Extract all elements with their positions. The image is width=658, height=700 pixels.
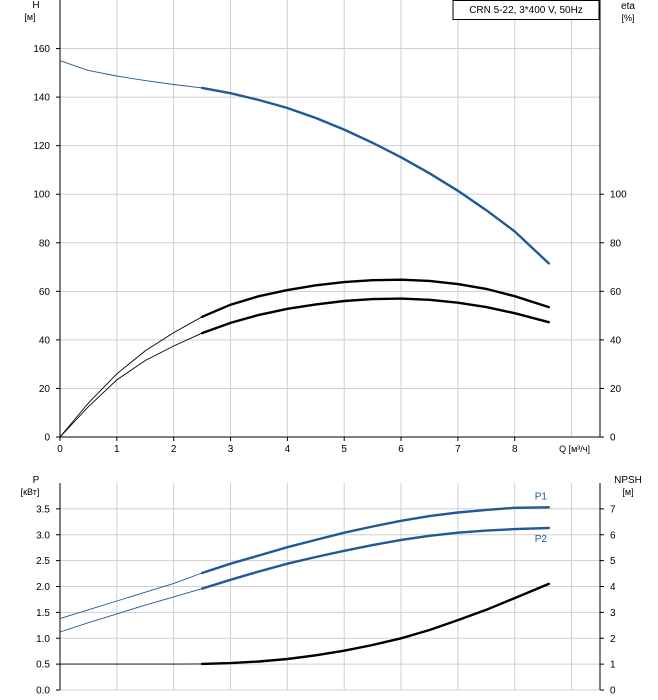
legend-text: CRN 5-22, 3*400 V, 50Hz [469,5,583,16]
y-tick-left: 0.0 [36,686,50,697]
series-2-thin [59,298,549,438]
y-unit-left: [м] [24,12,35,22]
series-1-thin [59,279,549,438]
y-tick-left: 0.5 [36,660,50,671]
x-tick: 0 [57,444,63,455]
x-tick: 2 [171,444,177,455]
y-tick-left: 0 [44,433,50,444]
series-0-thick [200,506,550,575]
y-tick-right: 40 [610,335,622,346]
y-unit-left: [кВт] [21,487,40,497]
y-tick-left: 100 [33,190,50,201]
y-tick-left: 140 [33,93,50,104]
y-label-left: P [33,475,40,486]
y-label-right: eta [621,1,635,12]
x-tick: 8 [512,444,518,455]
series-2-thick [200,582,550,666]
x-tick: 1 [114,444,120,455]
y-label-left: H [32,0,39,11]
series-0-thin [59,60,550,264]
y-label-right: NPSH [614,475,642,486]
y-tick-right: 6 [610,530,616,541]
x-tick: 4 [285,444,291,455]
series-1-thick [200,526,550,590]
y-tick-left: 1.5 [36,608,50,619]
series-label-p2: P2 [535,534,548,545]
x-tick: 6 [398,444,404,455]
y-tick-left: 3.0 [36,530,50,541]
x-tick: 3 [228,444,234,455]
y-unit-right: [%] [621,13,634,23]
panel-2 [56,483,604,691]
y-unit-right: [м] [622,487,633,497]
legend-box [452,0,600,20]
y-tick-left: 120 [33,141,50,152]
y-tick-right: 0 [610,686,616,697]
y-tick-left: 20 [39,384,51,395]
y-tick-right: 100 [610,190,627,201]
panel-1 [56,0,604,441]
series-0-thin [59,506,549,620]
y-tick-right: 2 [610,634,616,645]
series-2-thick [200,297,550,335]
y-tick-left: 80 [39,238,51,249]
y-tick-left: 2.5 [36,556,50,567]
y-tick-right: 7 [610,504,616,515]
y-tick-right: 3 [610,608,616,619]
y-tick-right: 1 [610,660,616,671]
y-tick-left: 2.0 [36,582,50,593]
y-tick-left: 60 [39,287,51,298]
y-tick-right: 5 [610,556,616,567]
y-tick-left: 1.0 [36,634,50,645]
y-tick-left: 3.5 [36,504,50,515]
series-label-p1: P1 [535,491,548,502]
x-tick: 5 [341,444,347,455]
y-tick-right: 20 [610,384,622,395]
y-tick-right: 4 [610,582,616,593]
y-tick-right: 0 [610,433,616,444]
series-0-thick [200,86,550,265]
y-tick-left: 40 [39,335,51,346]
x-tick: 7 [455,444,461,455]
y-tick-right: 60 [610,287,622,298]
y-tick-left: 160 [33,44,50,55]
y-tick-right: 80 [610,238,622,249]
series-1-thick [200,278,550,318]
x-axis-label: Q [м³/ч] [559,444,590,454]
